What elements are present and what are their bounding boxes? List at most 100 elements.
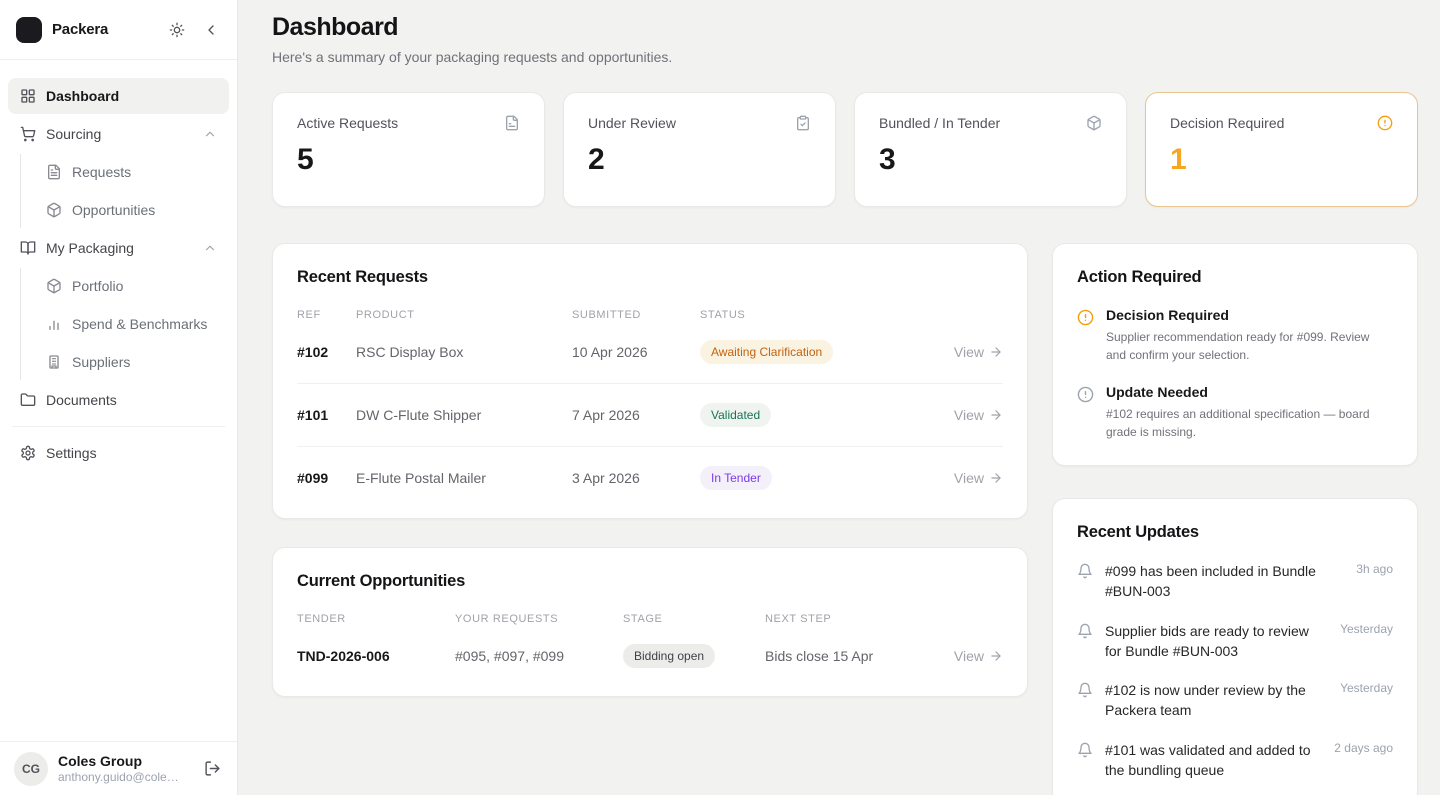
arrow-right-icon	[989, 471, 1003, 485]
sidebar-nav: Dashboard Sourcing Requests Opp	[0, 60, 237, 473]
column-header-next-step: NEXT STEP	[765, 613, 832, 625]
sidebar-item-documents[interactable]: Documents	[8, 382, 229, 418]
column-header-status: STATUS	[700, 309, 746, 321]
building-icon	[46, 354, 62, 370]
opportunities-table-header: TENDER YOUR REQUESTS STAGE NEXT STEP	[297, 613, 1003, 625]
sidebar-header: Packera	[0, 0, 237, 60]
tender-requests: #095, #097, #099	[455, 648, 564, 664]
logout-button[interactable]	[202, 758, 223, 779]
request-product: E-Flute Postal Mailer	[356, 470, 486, 486]
bar-chart-icon	[46, 316, 62, 332]
my-packaging-children: Portfolio Spend & Benchmarks Suppliers	[20, 268, 229, 380]
bell-icon	[1077, 742, 1093, 758]
action-item-title: Update Needed	[1106, 384, 1208, 400]
gear-icon	[20, 445, 36, 461]
bell-icon	[1077, 563, 1093, 579]
column-header-your-requests: YOUR REQUESTS	[455, 613, 559, 625]
requests-table-header: REF PRODUCT SUBMITTED STATUS	[297, 309, 1003, 321]
stat-value: 2	[588, 143, 605, 176]
stat-card-under-review: Under Review 2	[563, 92, 836, 207]
list-item: Supplier bids are ready to review for Bu…	[1077, 621, 1393, 662]
sidebar-item-label: Dashboard	[46, 88, 120, 104]
sidebar-item-label: Portfolio	[72, 278, 124, 294]
request-submitted: 10 Apr 2026	[572, 344, 648, 360]
view-link[interactable]: View	[939, 470, 1003, 486]
stat-label: Decision Required	[1170, 115, 1285, 131]
package-icon	[46, 278, 62, 294]
sidebar-item-label: Spend & Benchmarks	[72, 316, 208, 332]
clipboard-check-icon	[795, 115, 811, 131]
packera-logo	[16, 16, 42, 43]
sidebar-item-label: My Packaging	[46, 240, 134, 256]
status-badge: Validated	[700, 403, 772, 427]
sidebar-collapse-button[interactable]	[201, 20, 221, 40]
sourcing-children: Requests Opportunities	[20, 154, 229, 228]
sidebar-item-label: Requests	[72, 164, 132, 180]
bell-icon	[1077, 623, 1093, 639]
status-badge: In Tender	[700, 466, 772, 490]
sidebar-item-dashboard[interactable]: Dashboard	[8, 78, 229, 114]
sidebar-item-label: Sourcing	[46, 126, 102, 142]
sidebar-item-label: Suppliers	[72, 354, 131, 370]
current-opportunities-card: Current Opportunities TENDER YOUR REQUES…	[272, 547, 1028, 697]
stat-card-decision-required: Decision Required 1	[1145, 92, 1418, 207]
sidebar-item-portfolio[interactable]: Portfolio	[21, 268, 229, 304]
sidebar-item-settings[interactable]: Settings	[8, 435, 229, 471]
chevron-left-icon	[203, 22, 219, 38]
sidebar-item-opportunities[interactable]: Opportunities	[21, 192, 229, 228]
request-submitted: 3 Apr 2026	[572, 470, 640, 486]
update-time: 3h ago	[1356, 562, 1393, 576]
chevron-up-icon	[203, 127, 217, 141]
action-required-card: Action Required Decision Required Suppli…	[1052, 243, 1418, 466]
folder-icon	[20, 392, 36, 408]
sidebar-item-my-packaging[interactable]: My Packaging	[8, 230, 229, 266]
action-item-description: Supplier recommendation ready for #099. …	[1106, 330, 1370, 362]
tender-next-step: Bids close 15 Apr	[765, 648, 874, 664]
sidebar-item-requests[interactable]: Requests	[21, 154, 229, 190]
stat-value: 1	[1170, 143, 1187, 176]
nav-divider	[12, 426, 225, 427]
list-item: #102 is now under review by the Packera …	[1077, 680, 1393, 721]
file-icon	[504, 115, 520, 131]
chevron-up-icon	[203, 241, 217, 255]
action-item-description: #102 requires an additional specificatio…	[1106, 407, 1370, 439]
sidebar-item-spend-benchmarks[interactable]: Spend & Benchmarks	[21, 306, 229, 342]
request-ref: #101	[297, 407, 329, 423]
view-link[interactable]: View	[939, 407, 1003, 423]
update-time: 2 days ago	[1334, 740, 1393, 755]
sidebar-item-sourcing[interactable]: Sourcing	[8, 116, 229, 152]
user-email: anthony.guido@cole…	[58, 770, 179, 784]
current-opportunities-title: Current Opportunities	[297, 572, 466, 590]
view-link[interactable]: View	[939, 648, 1003, 664]
stat-card-bundled-in-tender: Bundled / In Tender 3	[854, 92, 1127, 207]
stat-label: Under Review	[588, 115, 676, 131]
stat-card-active-requests: Active Requests 5	[272, 92, 545, 207]
status-badge: Awaiting Clarification	[700, 340, 834, 364]
brand-name: Packera	[52, 21, 109, 38]
action-item-update-needed: Update Needed #102 requires an additiona…	[1077, 384, 1393, 441]
sidebar-item-suppliers[interactable]: Suppliers	[21, 344, 229, 380]
column-header-stage: STAGE	[623, 613, 663, 625]
right-column: Action Required Decision Required Suppli…	[1052, 243, 1418, 795]
package-icon	[46, 202, 62, 218]
sidebar-item-label: Documents	[46, 392, 117, 408]
recent-updates-title: Recent Updates	[1077, 523, 1199, 541]
page-subtitle: Here's a summary of your packaging reque…	[272, 49, 673, 65]
update-text: Supplier bids are ready to review for Bu…	[1105, 622, 1309, 659]
update-time: Yesterday	[1340, 621, 1393, 636]
sidebar-item-label: Opportunities	[72, 202, 156, 218]
sidebar-item-label: Settings	[46, 445, 97, 461]
column-header-tender: TENDER	[297, 613, 346, 625]
theme-toggle-button[interactable]	[167, 20, 187, 40]
alert-circle-icon	[1377, 115, 1393, 131]
view-link[interactable]: View	[939, 344, 1003, 360]
column-header-ref: REF	[297, 309, 321, 321]
page-title: Dashboard	[272, 13, 399, 41]
stat-label: Bundled / In Tender	[879, 115, 1001, 131]
sun-icon	[169, 22, 185, 38]
logout-icon	[204, 760, 221, 777]
dashboard-grid-icon	[20, 88, 36, 104]
shopping-cart-icon	[20, 126, 36, 142]
avatar: CG	[14, 751, 48, 786]
update-text: #099 has been included in Bundle #BUN-00…	[1105, 563, 1316, 600]
